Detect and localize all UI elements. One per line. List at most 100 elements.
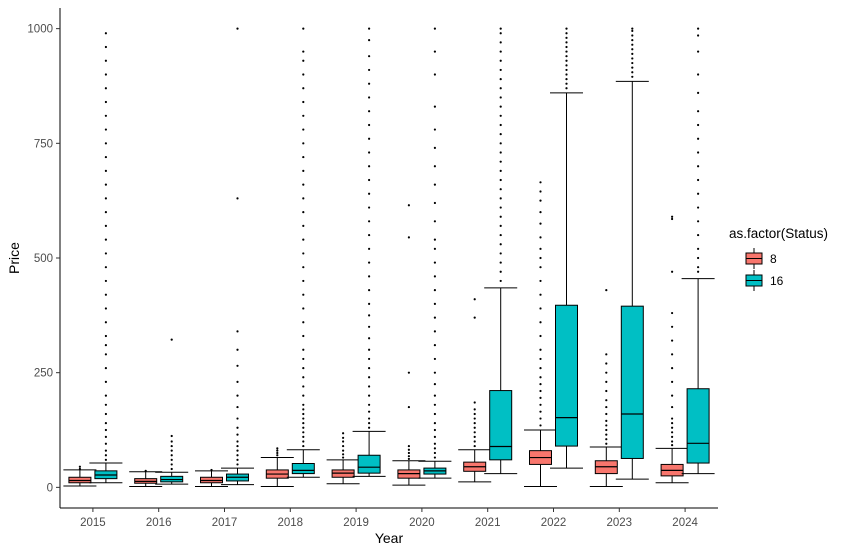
- outlier-point: [499, 243, 502, 246]
- outlier-point: [236, 394, 239, 397]
- outlier-point: [104, 100, 107, 104]
- outlier-point: [368, 110, 371, 113]
- box-body: [555, 304, 578, 447]
- outlier-point: [368, 417, 371, 420]
- outlier-point: [368, 206, 371, 209]
- outlier-point: [368, 275, 371, 278]
- outlier-point: [499, 142, 502, 145]
- outlier-point: [104, 428, 107, 432]
- outlier-point: [539, 424, 542, 427]
- box-8-2017: [195, 468, 228, 487]
- outlier-point: [697, 206, 700, 209]
- outlier-point: [433, 128, 436, 131]
- outlier-point: [104, 279, 107, 283]
- outlier-point: [499, 133, 502, 136]
- outlier-point: [499, 27, 502, 30]
- outlier-point: [433, 428, 436, 432]
- outlier-point: [671, 394, 674, 397]
- x-tick-label: 2020: [409, 517, 435, 529]
- outlier-point: [539, 181, 542, 184]
- outlier-point: [368, 151, 371, 154]
- outlier-point: [539, 366, 542, 370]
- outlier-point: [631, 27, 634, 30]
- outlier-point: [342, 444, 345, 448]
- outlier-point: [499, 87, 502, 90]
- outlier-point: [104, 128, 107, 131]
- outlier-point: [697, 165, 700, 168]
- outlier-point: [302, 128, 305, 131]
- outlier-point: [631, 57, 634, 60]
- box-body: [686, 388, 710, 464]
- outlier-point: [433, 344, 436, 347]
- outlier-point: [276, 454, 279, 457]
- outlier-point: [473, 298, 476, 301]
- box-body: [620, 305, 644, 459]
- outlier-point: [605, 442, 608, 445]
- outlier-point: [368, 27, 371, 30]
- outlier-point: [104, 169, 107, 172]
- x-tick-label: 2021: [475, 517, 501, 529]
- outlier-point: [539, 199, 542, 202]
- outlier-point: [631, 61, 634, 65]
- outlier-point: [236, 348, 239, 351]
- outlier-point: [539, 383, 542, 386]
- outlier-point: [302, 155, 305, 159]
- outlier-point: [104, 155, 107, 159]
- outlier-point: [605, 428, 608, 432]
- y-tick-label: 1000: [27, 24, 53, 36]
- outlier-point: [276, 447, 279, 450]
- outlier-point: [631, 66, 634, 69]
- outlier-point: [539, 247, 542, 250]
- outlier-point: [170, 434, 173, 438]
- outlier-point: [605, 424, 608, 427]
- x-tick-label: 2017: [212, 517, 238, 529]
- box-8-2021: [458, 298, 492, 483]
- outlier-point: [104, 59, 107, 62]
- outlier-point: [605, 380, 608, 383]
- outlier-point: [302, 376, 305, 379]
- outlier-point: [302, 403, 305, 406]
- outlier-point: [433, 412, 436, 416]
- outlier-point: [433, 435, 436, 438]
- y-tick-label: 750: [34, 138, 53, 150]
- outlier-point: [565, 55, 568, 58]
- outlier-point: [697, 266, 700, 269]
- outlier-point: [671, 353, 674, 356]
- outlier-point: [433, 105, 436, 108]
- outlier-point: [539, 293, 542, 296]
- outlier-point: [565, 78, 568, 81]
- box-16-2018: [286, 27, 320, 478]
- outlier-point: [368, 426, 371, 429]
- outlier-point: [433, 302, 436, 305]
- outlier-point: [539, 321, 542, 324]
- outlier-point: [539, 348, 542, 351]
- outlier-point: [499, 233, 502, 237]
- outlier-point: [104, 87, 107, 90]
- outlier-point: [539, 410, 542, 413]
- x-tick-label: 2024: [672, 517, 698, 529]
- outlier-point: [697, 270, 700, 273]
- box-16-2023: [615, 27, 649, 480]
- outlier-point: [499, 59, 502, 62]
- outlier-point: [302, 211, 305, 214]
- outlier-point: [236, 364, 239, 367]
- outlier-point: [631, 71, 634, 74]
- outlier-point: [104, 353, 107, 356]
- outlier-point: [473, 440, 476, 443]
- outlier-point: [104, 114, 107, 117]
- outlier-point: [433, 451, 436, 455]
- outlier-point: [368, 178, 371, 182]
- outlier-point: [368, 385, 371, 388]
- outlier-point: [499, 252, 502, 255]
- box-8-2020: [392, 204, 426, 486]
- outlier-point: [697, 110, 700, 113]
- outlier-point: [697, 137, 700, 140]
- box-body: [291, 463, 315, 475]
- outlier-point: [539, 403, 542, 406]
- outlier-point: [302, 435, 305, 438]
- x-tick-label: 2023: [607, 517, 633, 529]
- outlier-point: [433, 165, 436, 168]
- outlier-point: [499, 197, 502, 200]
- outlier-point: [605, 433, 608, 436]
